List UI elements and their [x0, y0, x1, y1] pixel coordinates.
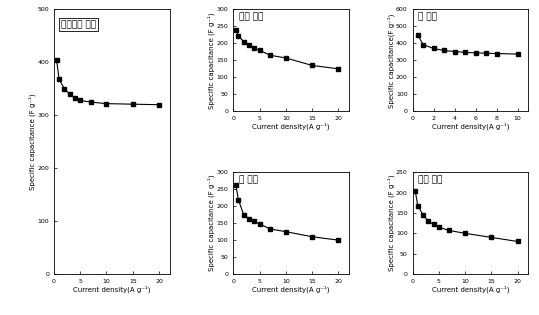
X-axis label: Current density(A g⁻¹): Current density(A g⁻¹)	[432, 123, 509, 130]
Text: 이종원소 없음: 이종원소 없음	[61, 20, 96, 29]
Text: 붕소 도입: 붕소 도입	[418, 175, 443, 184]
Y-axis label: Specific capacitance (F g⁻¹): Specific capacitance (F g⁻¹)	[29, 94, 36, 190]
X-axis label: Current density(A g⁻¹): Current density(A g⁻¹)	[432, 285, 509, 293]
Y-axis label: Specific capacitance (F g⁻¹): Specific capacitance (F g⁻¹)	[208, 12, 215, 109]
X-axis label: Current density(A g⁻¹): Current density(A g⁻¹)	[252, 285, 330, 293]
Text: 인 도입: 인 도입	[418, 13, 437, 21]
Text: 질소 도입: 질소 도입	[239, 13, 264, 21]
X-axis label: Current density(A g⁻¹): Current density(A g⁻¹)	[252, 123, 330, 130]
Y-axis label: Specific capacitance (F g⁻¹): Specific capacitance (F g⁻¹)	[208, 175, 215, 272]
X-axis label: Current density(A g⁻¹): Current density(A g⁻¹)	[73, 285, 150, 293]
Y-axis label: Specific capacitance(F g⁻¹): Specific capacitance(F g⁻¹)	[387, 13, 395, 107]
Y-axis label: Specific capacitance (F g⁻¹): Specific capacitance (F g⁻¹)	[387, 175, 395, 272]
Text: 황 도입: 황 도입	[239, 175, 258, 184]
